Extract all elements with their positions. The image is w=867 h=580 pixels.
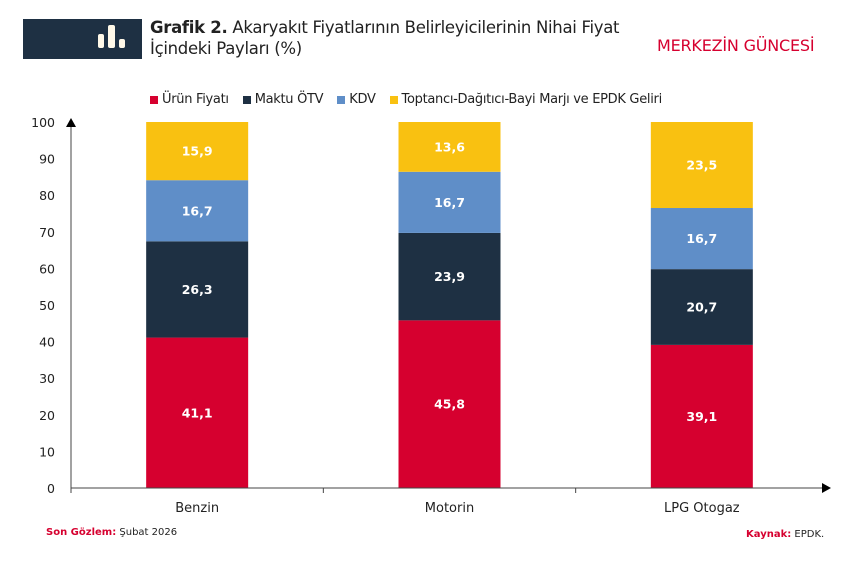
bar-segment xyxy=(650,344,753,488)
y-tick-label: 30 xyxy=(39,371,55,386)
x-axis-arrow xyxy=(822,483,831,493)
bar-segment xyxy=(398,320,501,488)
data-label: 45,8 xyxy=(434,397,465,412)
bar-segment xyxy=(650,122,753,209)
data-label: 39,1 xyxy=(686,409,717,424)
data-label: 26,3 xyxy=(182,282,213,297)
legend-label: Maktu ÖTV xyxy=(254,92,324,107)
legend-item: Maktu ÖTV xyxy=(242,92,324,107)
legend-label: Toptancı-Dağıtıcı-Bayi Marjı ve EPDK Gel… xyxy=(401,92,663,107)
footer-observation: Son Gözlem: Şubat 2026 xyxy=(46,527,178,538)
bar-segment xyxy=(650,269,753,345)
data-label: 23,5 xyxy=(686,158,717,173)
data-label: 15,9 xyxy=(182,144,213,159)
x-tick-label: LPG Otogaz xyxy=(664,501,740,516)
bar-segment xyxy=(146,180,249,242)
y-tick-label: 0 xyxy=(47,481,55,496)
bar-segment xyxy=(146,122,249,181)
legend-label: KDV xyxy=(349,92,376,107)
bar-chart-icon xyxy=(98,25,125,48)
footer-source: Kaynak: EPDK. xyxy=(746,529,825,540)
y-tick-label: 80 xyxy=(39,188,55,203)
y-tick-label: 60 xyxy=(39,261,55,276)
x-tick-label: Benzin xyxy=(175,501,219,516)
bar-segment xyxy=(146,241,249,338)
bar-segment xyxy=(398,232,501,321)
y-tick-label: 20 xyxy=(39,408,55,423)
legend-swatch xyxy=(150,95,158,104)
legend: Ürün Fiyatı Maktu ÖTV KDV Toptancı-Dağıtıcı… xyxy=(150,92,662,107)
y-tick-label: 70 xyxy=(39,225,55,240)
data-label: 41,1 xyxy=(182,405,213,420)
y-tick-label: 10 xyxy=(39,444,55,459)
legend-item: Toptancı-Dağıtıcı-Bayi Marjı ve EPDK Gel… xyxy=(389,92,663,107)
legend-item: Ürün Fiyatı xyxy=(150,92,229,107)
chart-title: Grafik 2. Akaryakıt Fiyatlarının Belirle… xyxy=(150,18,620,58)
bar-segment xyxy=(146,337,249,488)
data-label: 16,7 xyxy=(686,231,717,246)
data-label: 23,9 xyxy=(434,269,465,284)
y-axis-arrow xyxy=(66,118,76,127)
bar-segment xyxy=(398,171,501,233)
brand-logo: MERKEZİN GÜNCESİ xyxy=(657,36,815,55)
bar-segment xyxy=(650,208,753,270)
y-tick-label: 50 xyxy=(39,298,55,313)
data-label: 20,7 xyxy=(686,300,717,315)
header-icon-box xyxy=(23,19,142,59)
y-tick-label: 90 xyxy=(39,152,55,167)
legend-item: KDV xyxy=(337,92,376,107)
data-label: 13,6 xyxy=(434,139,465,154)
bar-segment xyxy=(398,122,501,172)
y-tick-label: 100 xyxy=(31,115,55,130)
legend-swatch xyxy=(337,95,346,104)
data-label: 16,7 xyxy=(182,203,213,218)
legend-label: Ürün Fiyatı xyxy=(162,92,229,107)
legend-swatch xyxy=(389,95,398,104)
data-label: 16,7 xyxy=(434,195,465,210)
x-tick-label: Motorin xyxy=(425,501,474,516)
y-tick-label: 40 xyxy=(39,335,55,350)
legend-swatch xyxy=(242,95,251,104)
